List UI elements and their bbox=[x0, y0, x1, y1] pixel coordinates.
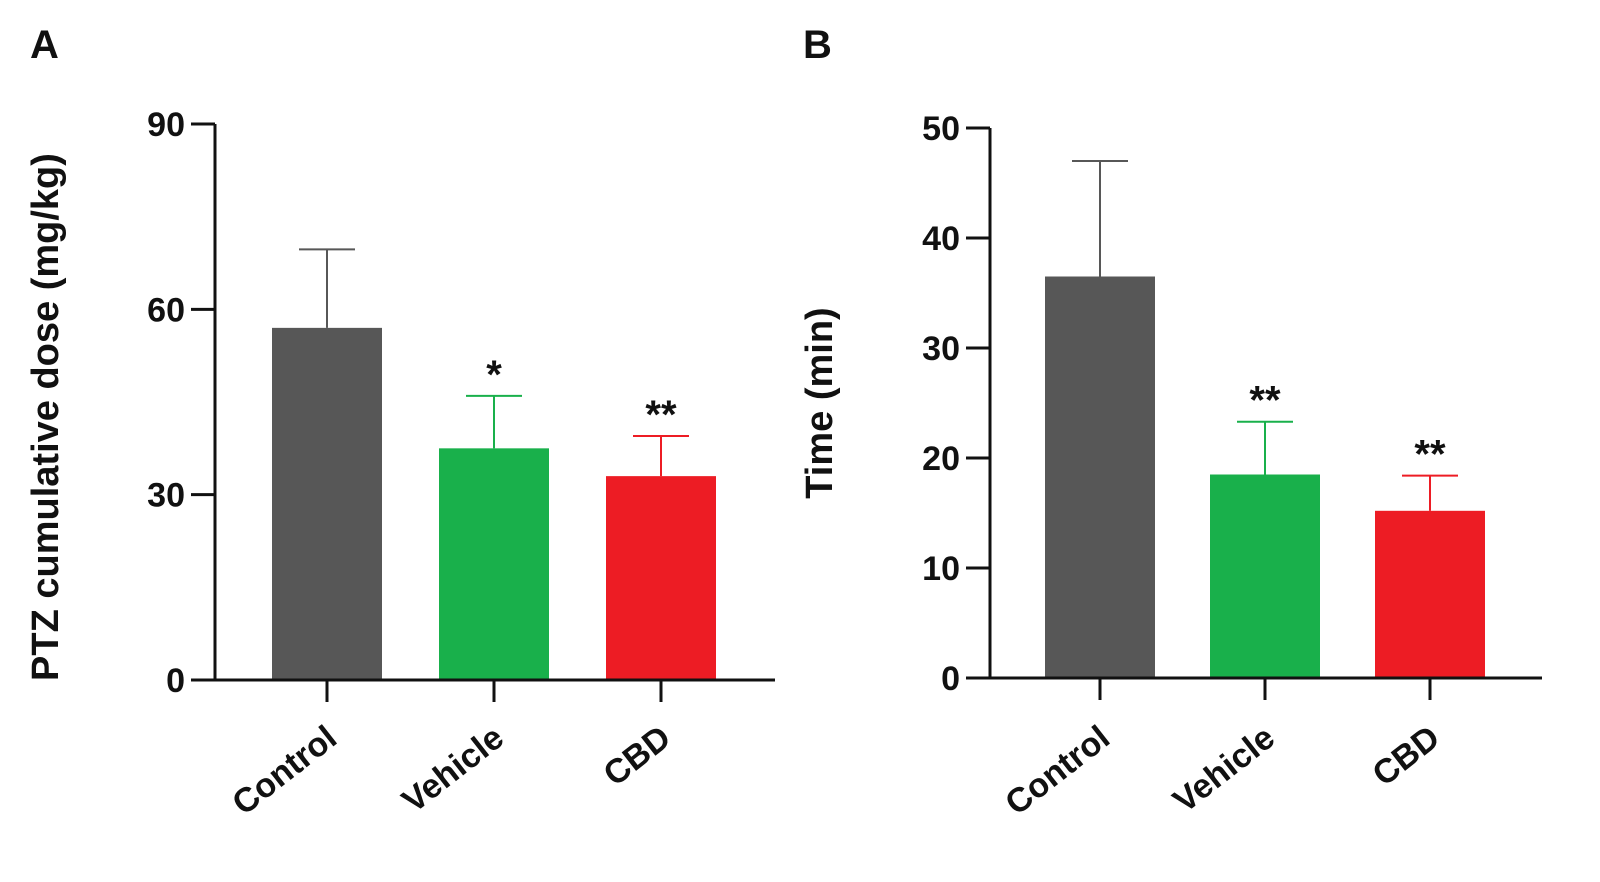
x-tick-label-cbd: CBD bbox=[1365, 718, 1446, 793]
x-tick-label-control: Control bbox=[998, 718, 1117, 822]
panel-letter: B bbox=[803, 23, 832, 67]
significance-marker: ** bbox=[645, 393, 677, 437]
x-tick-label-vehicle: Vehicle bbox=[395, 718, 511, 820]
bar-control bbox=[272, 327, 382, 680]
y-tick-label: 30 bbox=[922, 330, 960, 368]
y-tick-label: 20 bbox=[922, 440, 960, 478]
significance-marker: ** bbox=[1414, 433, 1446, 477]
y-tick-label: 0 bbox=[941, 660, 960, 698]
y-axis-title: Time (min) bbox=[799, 307, 841, 498]
y-tick-label: 0 bbox=[166, 662, 185, 700]
y-tick-label: 30 bbox=[147, 477, 185, 515]
panel-letter: A bbox=[30, 23, 59, 67]
bar-cbd bbox=[1375, 510, 1485, 678]
bar-vehicle bbox=[439, 448, 549, 680]
y-tick-label: 10 bbox=[922, 550, 960, 588]
x-tick-label-cbd: CBD bbox=[596, 718, 677, 793]
x-tick-label-vehicle: Vehicle bbox=[1166, 718, 1282, 820]
significance-marker: * bbox=[486, 353, 502, 397]
chart-panel-b: B ** ** 0 10 20 30 40 50 Control Vehicle CBD Time (m… bbox=[799, 23, 1542, 823]
y-tick-label: 90 bbox=[147, 106, 185, 144]
bar-control bbox=[1045, 276, 1155, 678]
y-tick-label: 40 bbox=[922, 220, 960, 258]
x-tick-label-control: Control bbox=[225, 718, 344, 822]
significance-marker: ** bbox=[1249, 379, 1281, 423]
bar-vehicle bbox=[1210, 474, 1320, 678]
y-tick-label: 60 bbox=[147, 291, 185, 329]
bar-cbd bbox=[606, 476, 716, 680]
y-tick-label: 50 bbox=[922, 110, 960, 148]
y-axis-title: PTZ cumulative dose (mg/kg) bbox=[25, 153, 67, 681]
